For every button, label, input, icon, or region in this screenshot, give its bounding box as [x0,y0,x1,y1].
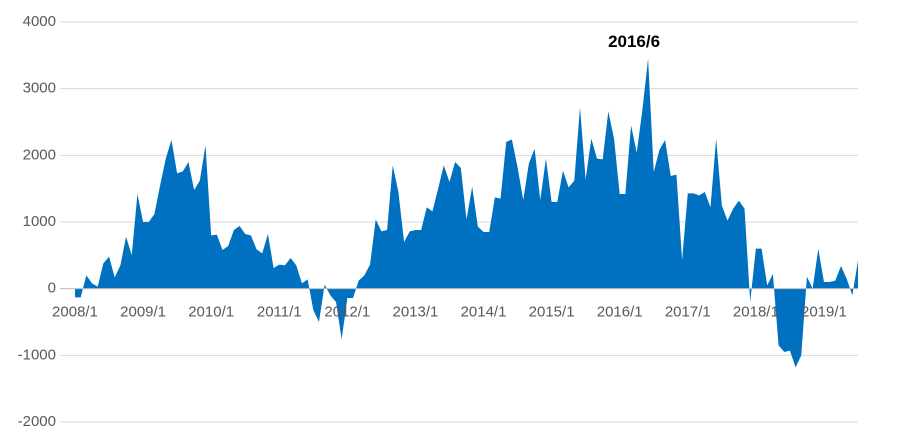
y-tick-label: -1000 [18,346,56,363]
x-tick-label: 2018/1 [733,304,779,321]
x-tick-label: 2009/1 [120,304,166,321]
y-tick-label: -2000 [18,413,56,430]
x-tick-label: 2011/1 [257,304,302,321]
x-tick-label: 2017/1 [665,304,711,321]
y-tick-label: 3000 [23,80,56,97]
y-tick-label: 4000 [23,13,56,30]
x-tick-label: 2014/1 [461,304,507,321]
x-tick-label: 2012/1 [324,304,370,321]
annotation: 2016/6 [608,32,660,51]
x-tick-label: 2019/1 [801,304,847,321]
x-tick-label: 2016/1 [597,304,643,321]
x-tick-label: 2013/1 [392,304,438,321]
area [75,58,858,368]
y-tick-label: 1000 [23,213,56,230]
x-tick-label: 2015/1 [529,304,575,321]
y-tick-label: 0 [48,280,56,297]
x-tick-label: 2008/1 [52,304,98,321]
x-tick-label: 2010/1 [188,304,234,321]
y-tick-label: 2000 [23,146,56,163]
